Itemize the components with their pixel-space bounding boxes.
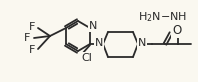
Text: O: O [172, 25, 182, 37]
Text: N: N [95, 38, 103, 48]
Text: F: F [29, 45, 35, 55]
Text: N: N [138, 38, 146, 48]
Text: H$_2$N$-$NH: H$_2$N$-$NH [138, 10, 186, 24]
Text: F: F [24, 33, 30, 43]
Text: F: F [29, 22, 35, 32]
Text: N: N [89, 21, 97, 31]
Text: Cl: Cl [82, 53, 92, 63]
